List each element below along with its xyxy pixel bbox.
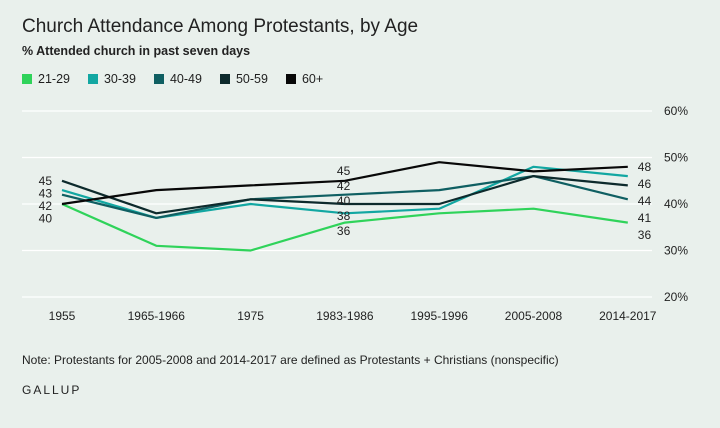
x-tick-label: 1975	[237, 309, 264, 323]
x-tick-label: 1995-1996	[411, 309, 469, 323]
y-tick-label: 30%	[664, 244, 688, 258]
x-tick-label: 1965-1966	[128, 309, 186, 323]
legend-item-60+: 60+	[285, 72, 324, 86]
x-tick-label: 1983-1986	[316, 309, 374, 323]
legend-label: 50-59	[235, 72, 268, 86]
data-label: 42	[39, 199, 53, 213]
data-label: 45	[39, 174, 53, 188]
y-tick-label: 40%	[664, 197, 688, 211]
legend-item-50-59: 50-59	[219, 72, 268, 86]
data-label: 41	[638, 211, 652, 225]
legend-item-21-29: 21-29	[22, 72, 70, 86]
data-label: 44	[638, 194, 652, 208]
x-tick-label: 2005-2008	[505, 309, 563, 323]
data-label: 38	[337, 209, 351, 223]
data-label: 48	[638, 160, 652, 174]
chart-note: Note: Protestants for 2005-2008 and 2014…	[22, 353, 559, 367]
legend-item-40-49: 40-49	[153, 72, 202, 86]
y-tick-label: 50%	[664, 151, 688, 165]
legend-label: 30-39	[103, 72, 136, 86]
data-label: 40	[337, 194, 351, 208]
data-label: 45	[337, 164, 351, 178]
chart-subtitle: % Attended church in past seven days	[22, 44, 251, 58]
legend-label: 40-49	[169, 72, 202, 86]
y-tick-label: 20%	[664, 290, 688, 304]
data-label: 43	[39, 186, 53, 200]
gallup-logo: GALLUP	[22, 383, 82, 397]
x-tick-label: 2014-2017	[599, 309, 657, 323]
legend-label: 60+	[301, 72, 324, 86]
legend-swatch	[219, 74, 230, 84]
legend-item-30-39: 30-39	[87, 72, 136, 86]
data-label: 42	[337, 179, 351, 193]
chart-title: Church Attendance Among Protestants, by …	[22, 16, 419, 37]
series-line-50-59	[61, 175, 628, 215]
data-label: 46	[638, 177, 652, 191]
legend-swatch	[87, 74, 98, 84]
legend-label: 21-29	[38, 72, 70, 86]
y-tick-label: 60%	[664, 104, 688, 118]
data-label: 36	[638, 228, 652, 242]
data-label: 36	[337, 224, 351, 238]
data-label: 40	[39, 211, 53, 225]
series-line-21-29	[61, 202, 628, 252]
x-tick-label: 1955	[49, 309, 76, 323]
legend-swatch	[153, 74, 164, 84]
legend-swatch	[22, 74, 32, 84]
legend-swatch	[285, 74, 296, 84]
series-line-60+	[61, 161, 628, 206]
chart-legend: 21-29 30-39 40-49 50-59 60+	[22, 71, 341, 87]
